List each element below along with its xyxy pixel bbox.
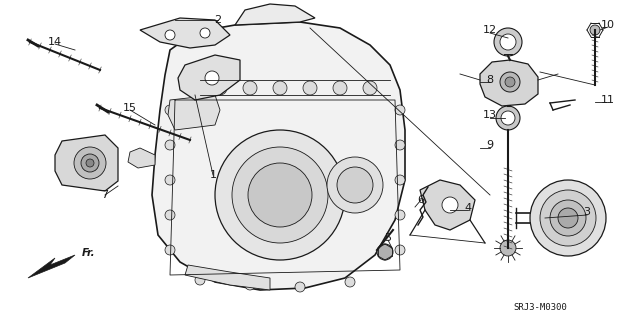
Circle shape [165, 245, 175, 255]
Circle shape [395, 105, 405, 115]
Text: 1: 1 [209, 170, 216, 180]
Circle shape [295, 282, 305, 292]
Circle shape [494, 28, 522, 56]
Text: 2: 2 [214, 15, 221, 25]
Text: 6: 6 [417, 195, 424, 205]
Circle shape [377, 244, 393, 260]
Circle shape [540, 190, 596, 246]
Circle shape [303, 81, 317, 95]
Circle shape [213, 81, 227, 95]
Text: 12: 12 [483, 25, 497, 35]
Text: 8: 8 [486, 75, 493, 85]
Circle shape [200, 28, 210, 38]
Text: 15: 15 [123, 103, 137, 113]
Circle shape [195, 275, 205, 285]
Text: SRJ3-M0300: SRJ3-M0300 [513, 302, 567, 311]
Polygon shape [178, 55, 240, 100]
Circle shape [165, 105, 175, 115]
Circle shape [363, 81, 377, 95]
Polygon shape [480, 60, 538, 106]
Polygon shape [168, 95, 220, 130]
Polygon shape [420, 180, 475, 230]
Circle shape [442, 197, 458, 213]
Polygon shape [55, 135, 118, 191]
Circle shape [188, 81, 202, 95]
Circle shape [590, 25, 600, 35]
Polygon shape [28, 255, 75, 278]
Circle shape [327, 157, 383, 213]
Circle shape [505, 77, 515, 87]
Circle shape [496, 106, 520, 130]
Circle shape [215, 130, 345, 260]
Circle shape [243, 81, 257, 95]
Circle shape [395, 175, 405, 185]
Circle shape [248, 163, 312, 227]
Text: 11: 11 [601, 95, 615, 105]
Circle shape [500, 34, 516, 50]
Polygon shape [185, 265, 270, 290]
Circle shape [165, 30, 175, 40]
Circle shape [232, 147, 328, 243]
Circle shape [501, 111, 515, 125]
Circle shape [74, 147, 106, 179]
Circle shape [550, 200, 586, 236]
Circle shape [558, 208, 578, 228]
Circle shape [500, 240, 516, 256]
Circle shape [245, 280, 255, 290]
Text: 7: 7 [101, 190, 109, 200]
Circle shape [345, 277, 355, 287]
Polygon shape [140, 18, 230, 48]
Polygon shape [235, 4, 315, 25]
Circle shape [165, 210, 175, 220]
Circle shape [395, 140, 405, 150]
Text: 9: 9 [486, 140, 493, 150]
Circle shape [337, 167, 373, 203]
Text: 13: 13 [483, 110, 497, 120]
Text: 4: 4 [465, 203, 472, 213]
Text: Fr.: Fr. [82, 248, 95, 258]
Text: 3: 3 [584, 207, 591, 217]
Circle shape [86, 159, 94, 167]
Circle shape [273, 81, 287, 95]
Text: 10: 10 [601, 20, 615, 30]
Circle shape [205, 71, 219, 85]
Circle shape [333, 81, 347, 95]
Circle shape [500, 72, 520, 92]
Text: 14: 14 [48, 37, 62, 47]
Circle shape [165, 140, 175, 150]
Polygon shape [152, 22, 405, 290]
Circle shape [395, 210, 405, 220]
Circle shape [165, 175, 175, 185]
Circle shape [81, 154, 99, 172]
Polygon shape [128, 148, 155, 168]
Text: 5: 5 [385, 233, 392, 243]
Circle shape [530, 180, 606, 256]
Circle shape [395, 245, 405, 255]
